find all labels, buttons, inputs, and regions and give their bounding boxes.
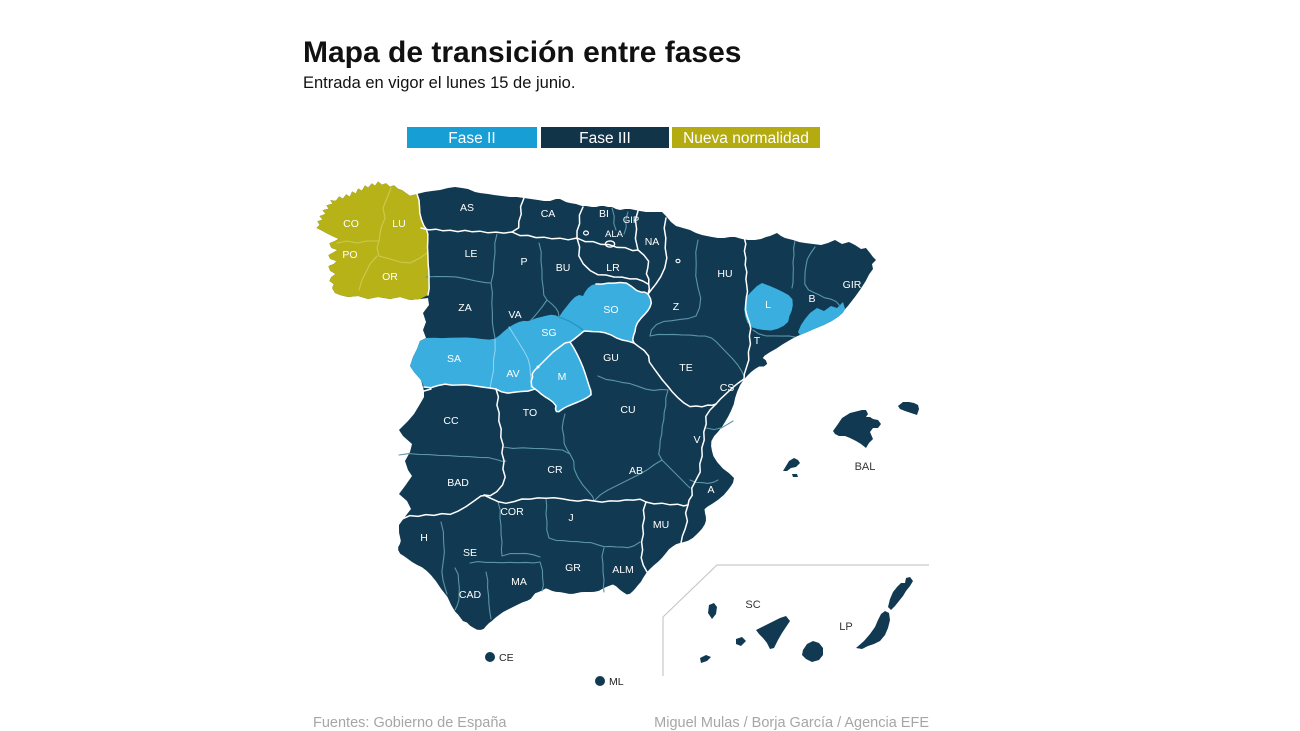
svg-text:ML: ML — [609, 676, 624, 688]
svg-text:H: H — [420, 532, 428, 544]
svg-text:AS: AS — [460, 202, 474, 214]
svg-text:A: A — [707, 484, 714, 496]
svg-text:Entrada en vigor el lunes 15 d: Entrada en vigor el lunes 15 de junio. — [303, 74, 575, 92]
svg-text:HU: HU — [717, 268, 732, 280]
svg-text:CS: CS — [720, 382, 735, 394]
svg-text:Mapa de transición entre fases: Mapa de transición entre fases — [303, 36, 742, 69]
svg-text:MU: MU — [653, 519, 669, 531]
svg-text:Fuentes: Gobierno de España: Fuentes: Gobierno de España — [313, 715, 507, 731]
svg-text:GR: GR — [565, 562, 581, 574]
svg-text:M: M — [558, 371, 567, 383]
svg-text:V: V — [693, 434, 700, 446]
svg-text:PO: PO — [342, 249, 357, 261]
svg-text:SA: SA — [447, 353, 461, 365]
svg-text:LU: LU — [392, 218, 405, 230]
svg-text:AB: AB — [629, 465, 643, 477]
svg-text:Z: Z — [673, 301, 680, 313]
svg-text:LP: LP — [839, 621, 852, 633]
svg-text:CR: CR — [547, 464, 563, 476]
svg-text:GU: GU — [603, 352, 619, 364]
svg-text:CU: CU — [620, 404, 635, 416]
svg-text:TE: TE — [679, 362, 692, 374]
svg-text:Nueva normalidad: Nueva normalidad — [683, 130, 809, 147]
svg-text:SE: SE — [463, 547, 477, 559]
svg-text:B: B — [808, 293, 815, 305]
svg-text:LE: LE — [465, 248, 478, 260]
svg-text:Fase II: Fase II — [448, 130, 495, 147]
svg-text:ALA: ALA — [605, 229, 624, 240]
svg-text:Miguel Mulas / Borja García /: Miguel Mulas / Borja García / Agencia EF… — [654, 715, 929, 731]
svg-text:CA: CA — [541, 208, 556, 220]
svg-text:CE: CE — [499, 652, 514, 664]
svg-text:J: J — [568, 512, 573, 524]
svg-text:GIR: GIR — [843, 279, 862, 291]
svg-text:VA: VA — [508, 309, 521, 321]
svg-text:MA: MA — [511, 576, 527, 588]
svg-text:ZA: ZA — [458, 302, 471, 314]
svg-text:LR: LR — [606, 262, 620, 274]
svg-text:BI: BI — [599, 208, 609, 220]
svg-text:Fase III: Fase III — [579, 130, 631, 147]
svg-text:GIP: GIP — [623, 215, 639, 226]
svg-text:SC: SC — [745, 599, 760, 611]
svg-text:BU: BU — [556, 262, 571, 274]
svg-text:CO: CO — [343, 218, 359, 230]
svg-text:ALM: ALM — [612, 564, 634, 576]
svg-text:TO: TO — [523, 407, 537, 419]
svg-text:NA: NA — [645, 236, 660, 248]
svg-text:BAD: BAD — [447, 477, 469, 489]
svg-text:SO: SO — [603, 304, 618, 316]
svg-text:L: L — [765, 299, 771, 311]
svg-text:T: T — [754, 335, 761, 347]
svg-text:SG: SG — [541, 327, 556, 339]
svg-text:COR: COR — [500, 506, 524, 518]
svg-text:P: P — [520, 256, 527, 268]
svg-text:AV: AV — [506, 368, 519, 380]
svg-text:OR: OR — [382, 271, 398, 283]
svg-text:CC: CC — [443, 415, 459, 427]
svg-text:CAD: CAD — [459, 589, 482, 601]
svg-text:BAL: BAL — [855, 461, 876, 473]
